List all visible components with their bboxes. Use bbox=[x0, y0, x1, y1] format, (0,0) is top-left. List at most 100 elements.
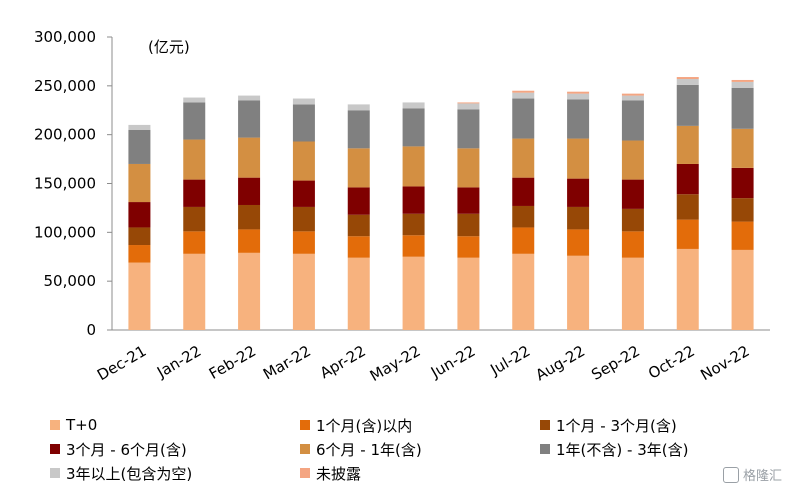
bar-segment bbox=[183, 206, 206, 232]
legend-label: T+0 bbox=[66, 416, 98, 434]
legend-swatch bbox=[50, 468, 60, 478]
legend-label: 1个月 - 3个月(含) bbox=[556, 416, 677, 435]
bar-segment bbox=[347, 104, 370, 111]
bar-segment bbox=[731, 198, 754, 222]
legend-swatch bbox=[540, 420, 550, 430]
x-tick-label: Aug-22 bbox=[532, 342, 588, 384]
legend-swatch bbox=[300, 468, 310, 478]
y-ticks: 0 50,000 100,000 150,000 200,000 250,000 300,0… bbox=[34, 28, 112, 339]
bar-segment bbox=[238, 252, 261, 330]
watermark-text: 格隆汇 bbox=[742, 469, 782, 484]
y-tick-label: 0 bbox=[86, 321, 96, 339]
y-tick-label: 50,000 bbox=[44, 272, 97, 290]
x-tick-label: Oct-22 bbox=[645, 342, 698, 383]
bar-segment bbox=[457, 257, 480, 330]
legend-swatch bbox=[300, 420, 310, 430]
legend-label: 3个月 - 6个月(含) bbox=[66, 440, 187, 459]
bar-segment bbox=[402, 256, 425, 330]
x-tick-label: Jan-22 bbox=[153, 342, 204, 382]
x-tick-label: Jul-22 bbox=[486, 342, 533, 379]
bar-segment bbox=[457, 103, 480, 110]
legend-item: T+0 bbox=[50, 414, 97, 436]
bar-segment bbox=[402, 108, 425, 147]
bar-segment bbox=[567, 99, 590, 139]
bar-segment bbox=[402, 102, 425, 109]
bar-segment bbox=[347, 187, 370, 215]
bar-segment bbox=[512, 253, 535, 330]
bar-segment bbox=[402, 213, 425, 236]
bar-segment bbox=[238, 229, 261, 253]
x-tick-label: Apr-22 bbox=[317, 342, 369, 382]
bar-segment bbox=[567, 91, 590, 94]
bar-segment bbox=[676, 219, 699, 249]
bar-segment bbox=[567, 93, 590, 100]
y-tick-label: 150,000 bbox=[34, 175, 96, 193]
bar-segment bbox=[512, 90, 535, 93]
bar-segment bbox=[731, 128, 754, 168]
bar-segment bbox=[731, 81, 754, 88]
bar-segment bbox=[402, 146, 425, 187]
legend-swatch bbox=[50, 420, 60, 430]
y-tick-label: 250,000 bbox=[34, 77, 96, 95]
bar-segment bbox=[621, 231, 644, 258]
x-tick-label: Jun-22 bbox=[427, 342, 478, 382]
legend-item: 6个月 - 1年(含) bbox=[300, 438, 422, 460]
bar-segment bbox=[512, 205, 535, 228]
x-tick-label: Mar-22 bbox=[260, 342, 314, 384]
x-tick-label: May-22 bbox=[367, 342, 424, 385]
legend-item: 1个月 - 3个月(含) bbox=[540, 414, 677, 436]
bar-segment bbox=[292, 141, 315, 181]
bar-segment bbox=[567, 255, 590, 330]
y-tick-label: 100,000 bbox=[34, 223, 96, 241]
bar-segment bbox=[292, 98, 315, 105]
legend-item: 1年(不含) - 3年(含) bbox=[540, 438, 688, 460]
bar-segment bbox=[567, 178, 590, 207]
bar-segment bbox=[347, 257, 370, 330]
bar-segment bbox=[183, 139, 206, 180]
bar-segment bbox=[128, 202, 151, 228]
bar-segment bbox=[621, 208, 644, 232]
bar-segment bbox=[183, 231, 206, 254]
bar-segment bbox=[347, 148, 370, 188]
bar-segment bbox=[457, 236, 480, 258]
bar-segment bbox=[402, 235, 425, 257]
legend-label: 3年以上(包含为空) bbox=[66, 464, 193, 483]
bar-segment bbox=[292, 104, 315, 142]
bar-segment bbox=[402, 186, 425, 214]
bar-segment bbox=[183, 102, 206, 140]
bar-segment bbox=[183, 179, 206, 207]
unit-label: (亿元) bbox=[148, 38, 190, 56]
bar-segment bbox=[512, 227, 535, 254]
bar-segment bbox=[567, 138, 590, 179]
bar-segment bbox=[731, 87, 754, 129]
bar-segment bbox=[292, 231, 315, 254]
legend-item: 3个月 - 6个月(含) bbox=[50, 438, 187, 460]
bar-segment bbox=[183, 97, 206, 103]
legend-item: 1个月(含)以内 bbox=[300, 414, 412, 436]
bar-segment bbox=[128, 245, 151, 263]
bar-segment bbox=[457, 187, 480, 214]
bar-segment bbox=[567, 206, 590, 230]
legend-label: 未披露 bbox=[316, 464, 362, 483]
watermark: 格隆汇 bbox=[722, 465, 782, 484]
legend-label: 6个月 - 1年(含) bbox=[316, 440, 422, 459]
bar-segment bbox=[731, 79, 754, 82]
bar-segment bbox=[128, 163, 151, 203]
bar-segment bbox=[128, 124, 151, 130]
legend-swatch bbox=[50, 444, 60, 454]
bar-segment bbox=[238, 100, 261, 138]
bar-segment bbox=[676, 84, 699, 126]
bar-segment bbox=[512, 177, 535, 206]
bar-segment bbox=[621, 100, 644, 141]
bar-segment bbox=[238, 95, 261, 101]
x-tick-label: Feb-22 bbox=[206, 342, 259, 383]
x-tick-label: Sep-22 bbox=[588, 342, 643, 384]
bar-segment bbox=[238, 137, 261, 178]
bar-segment bbox=[731, 167, 754, 199]
bar-segment bbox=[621, 257, 644, 330]
bar-segment bbox=[347, 236, 370, 258]
bars bbox=[128, 77, 754, 330]
bar-segment bbox=[676, 194, 699, 220]
bar-segment bbox=[347, 214, 370, 237]
